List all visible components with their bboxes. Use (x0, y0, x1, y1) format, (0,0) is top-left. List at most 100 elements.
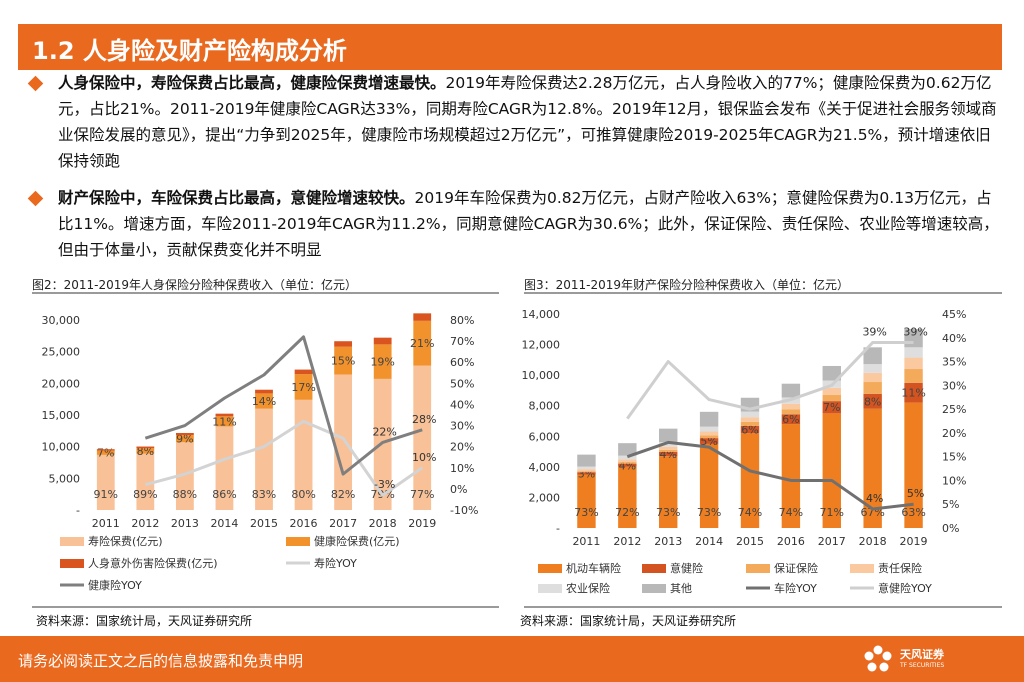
legend-label: 意健险YOY (878, 581, 932, 595)
bar-data-label: 71% (820, 506, 844, 519)
bar-segment (781, 383, 801, 398)
bar-segment (577, 472, 596, 475)
x-tick-label: 2017 (329, 517, 357, 530)
y-left-tick-label: 4,000 (529, 461, 561, 474)
bar-segment (904, 382, 923, 403)
bar-segment (699, 438, 719, 444)
bar-segment (740, 433, 760, 528)
bar-segment (781, 409, 801, 415)
bar-data-label: 73% (656, 506, 680, 519)
x-tick-label: 2014 (695, 535, 723, 548)
y-left-tick-label: 12,000 (522, 339, 561, 352)
bar-segment (822, 401, 841, 414)
bar-segment (618, 455, 637, 460)
bar-segment (294, 399, 313, 510)
bar-segment (618, 463, 637, 467)
x-tick-label: 2012 (131, 517, 159, 530)
bar-data-label: 21% (410, 337, 434, 350)
bar-segment (294, 369, 313, 375)
y-right-tick-label: 10% (942, 474, 966, 487)
bar-segment (863, 364, 882, 373)
y-right-tick-label: 20% (942, 427, 966, 440)
bar-segment (904, 347, 923, 358)
bar-segment (294, 374, 313, 400)
bar-segment (618, 459, 637, 463)
y-left-tick-label: 15,000 (42, 409, 81, 422)
bar-segment (699, 443, 719, 528)
bar-data-label: 7% (823, 401, 840, 414)
section-title-bar: 1.2 人身险及财产险构成分析 (18, 24, 1002, 70)
bar-data-label: 73% (574, 506, 598, 519)
bar-segment (822, 387, 841, 395)
x-tick-label: 2019 (408, 517, 436, 530)
bar-segment (699, 435, 719, 439)
legend-label: 机动车辆险 (566, 561, 621, 575)
legend-label: 人身意外伤害险保费(亿元) (88, 556, 218, 570)
line-data-label: 28% (412, 413, 436, 426)
fig2-title: 图2：2011-2019年人身保险分险种保费收入（单位：亿元） (32, 278, 358, 292)
legend-swatch (538, 584, 562, 593)
bar-segment (699, 426, 719, 432)
bar-data-label: 73% (697, 506, 721, 519)
bar-segment (334, 374, 353, 510)
y-left-tick-label: 20,000 (42, 377, 81, 390)
legend-label: 健康险YOY (88, 578, 142, 592)
y-left-tick-label: 10,000 (42, 441, 81, 454)
y-right-tick-label: 40% (942, 332, 966, 345)
fig2-source: 资料来源：国家统计局，天风证券研究所 (36, 614, 253, 628)
bar-data-label: 9% (176, 433, 193, 446)
x-tick-label: 2015 (250, 517, 278, 530)
logo-name: 天风证券 (900, 648, 944, 661)
bar-segment (255, 389, 273, 394)
bar-segment (255, 393, 273, 409)
bar-segment (96, 449, 115, 451)
bullet-life-insurance: 人身保险中，寿险保费占比最高，健康险保费增速最快。2019年寿险保费达2.28万… (27, 70, 1004, 174)
bar-segment (699, 411, 719, 427)
bar-segment (740, 417, 760, 422)
legend-swatch (850, 564, 874, 573)
x-tick-label: 2016 (290, 517, 318, 530)
line-data-label: 4% (866, 492, 883, 505)
bar-segment (136, 453, 155, 510)
y-left-tick-label: 25,000 (42, 346, 81, 359)
bar-segment (618, 443, 637, 456)
legend-swatch (642, 584, 666, 593)
bar-segment (255, 408, 273, 510)
bar-segment (373, 337, 392, 345)
x-tick-label: 2018 (369, 517, 397, 530)
x-tick-label: 2013 (654, 535, 682, 548)
y-left-tick-label: 8,000 (529, 400, 561, 413)
bar-segment (863, 408, 882, 528)
bar-data-label: 77% (410, 488, 434, 501)
bar-segment (863, 347, 882, 365)
legend-label: 寿险YOY (314, 556, 357, 570)
bar-segment (136, 448, 155, 454)
bar-segment (413, 320, 432, 366)
bar-segment (822, 413, 841, 528)
y-right-tick-label: 15% (942, 451, 966, 464)
bar-data-label: 17% (291, 381, 315, 394)
line-data-label: -3% (374, 478, 395, 491)
bar-data-label: 91% (94, 488, 118, 501)
tf-securities-logo: 天风证券 TF SECURITIES (862, 642, 982, 678)
bar-segment (904, 357, 923, 370)
bar-data-label: 72% (615, 506, 639, 519)
bar-data-label: 8% (864, 395, 881, 408)
y-left-tick-label: - (556, 522, 560, 535)
fig3-source: 资料来源：国家统计局，天风证券研究所 (520, 614, 737, 628)
y-left-tick-label: - (76, 504, 80, 517)
line-data-label: 39% (862, 326, 886, 339)
bar-data-label: 88% (173, 488, 197, 501)
fig3-top-rule (524, 292, 1002, 294)
bar-segment (863, 393, 882, 409)
bar-data-label: 11% (212, 415, 236, 428)
fig2-top-rule (32, 292, 499, 294)
legend-label: 农业保险 (566, 581, 610, 595)
bar-segment (863, 382, 882, 394)
bar-data-label: 6% (782, 413, 799, 426)
bar-segment (618, 462, 637, 464)
y-right-tick-label: -10% (450, 504, 478, 517)
bar-segment (373, 344, 392, 379)
bar-segment (96, 450, 115, 455)
x-tick-label: 2015 (736, 535, 764, 548)
